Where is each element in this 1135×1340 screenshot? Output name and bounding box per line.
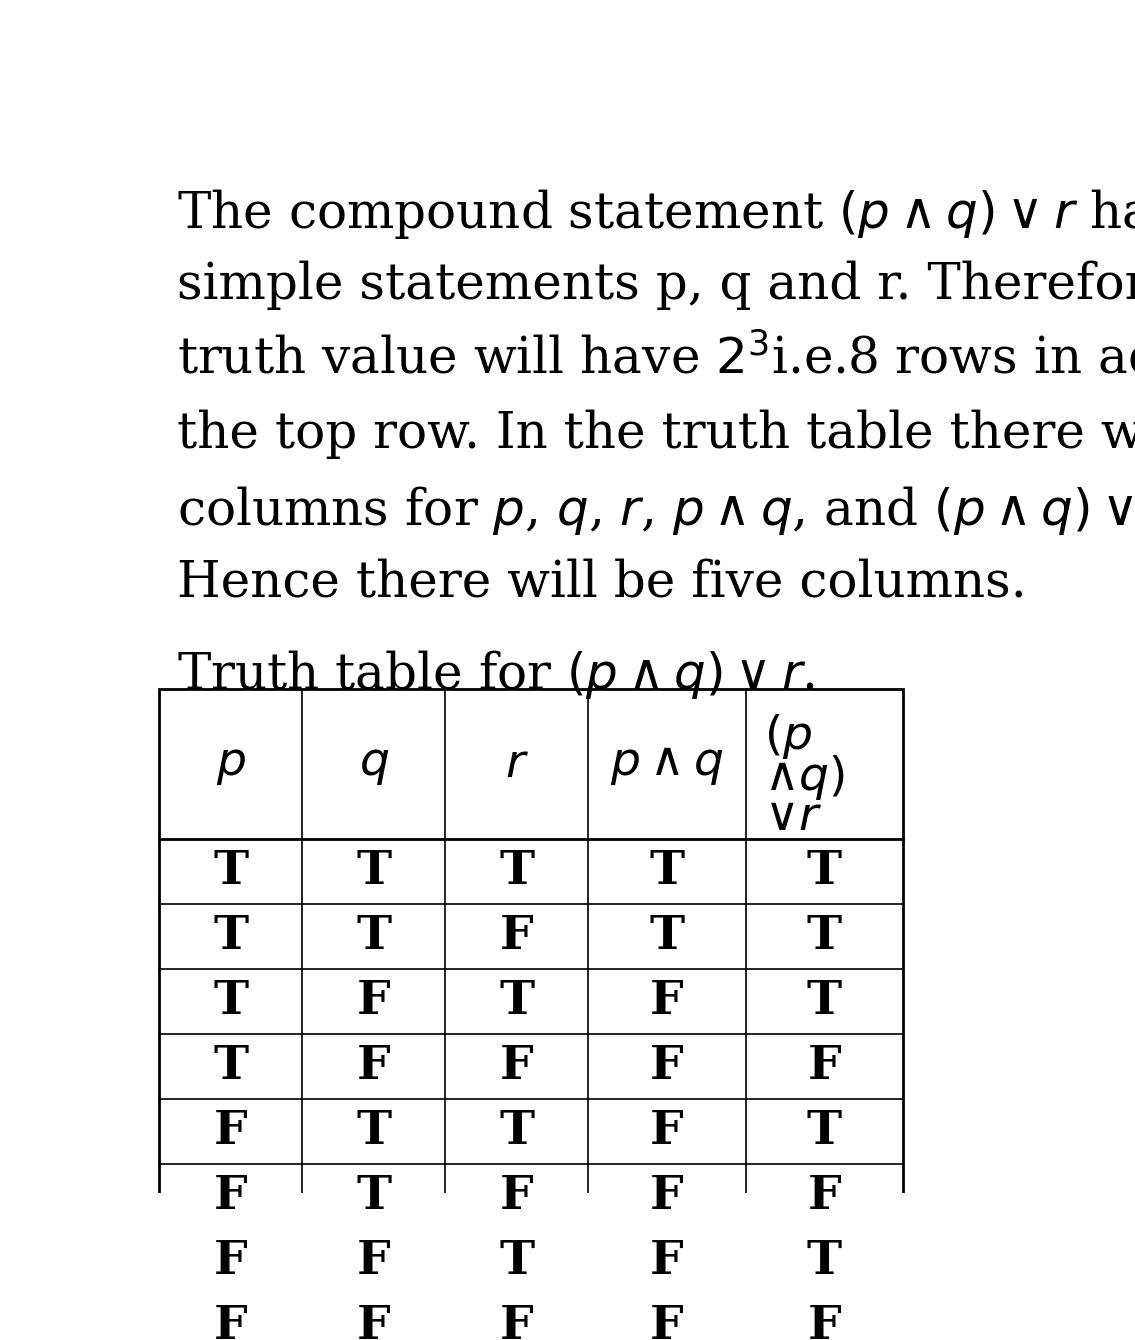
Text: $\vee r$: $\vee r$ xyxy=(764,795,823,840)
Text: T: T xyxy=(356,913,392,959)
Text: T: T xyxy=(807,978,842,1024)
Text: T: T xyxy=(356,848,392,894)
Text: F: F xyxy=(650,1044,683,1089)
Text: T: T xyxy=(499,978,535,1024)
Text: columns for $p$, $q$, $r$, $p \wedge q$, and $(p \wedge q) \vee r$.: columns for $p$, $q$, $r$, $p \wedge q$,… xyxy=(177,484,1135,537)
Text: $\wedge q)$: $\wedge q)$ xyxy=(764,753,846,803)
Text: F: F xyxy=(501,1304,533,1340)
Text: $r$: $r$ xyxy=(505,741,529,787)
Text: F: F xyxy=(501,913,533,959)
Text: F: F xyxy=(501,1174,533,1219)
Text: $q$: $q$ xyxy=(359,741,389,787)
Text: Truth table for $(p \wedge q) \vee r$.: Truth table for $(p \wedge q) \vee r$. xyxy=(177,647,815,701)
Text: $p \wedge q$: $p \wedge q$ xyxy=(611,741,724,787)
Text: F: F xyxy=(650,1238,683,1284)
Text: T: T xyxy=(213,1044,249,1089)
Text: T: T xyxy=(807,1108,842,1154)
Text: F: F xyxy=(358,1238,390,1284)
Text: F: F xyxy=(501,1044,533,1089)
Text: F: F xyxy=(358,978,390,1024)
Text: simple statements p, q and r. Therefore, the: simple statements p, q and r. Therefore,… xyxy=(177,261,1135,311)
Text: T: T xyxy=(649,913,684,959)
Text: T: T xyxy=(213,848,249,894)
Text: Hence there will be five columns.: Hence there will be five columns. xyxy=(177,557,1027,607)
Text: T: T xyxy=(213,978,249,1024)
Text: T: T xyxy=(356,1108,392,1154)
Text: T: T xyxy=(807,1238,842,1284)
Bar xyxy=(159,689,902,1340)
Text: F: F xyxy=(650,1174,683,1219)
Text: The compound statement $(p \wedge q) \vee r$ has three: The compound statement $(p \wedge q) \ve… xyxy=(177,186,1135,241)
Text: F: F xyxy=(215,1238,247,1284)
Text: F: F xyxy=(215,1108,247,1154)
Text: truth value will have $2^3$i.e.8 rows in addition to: truth value will have $2^3$i.e.8 rows in… xyxy=(177,335,1135,385)
Text: T: T xyxy=(807,913,842,959)
Text: F: F xyxy=(358,1304,390,1340)
Text: F: F xyxy=(650,1304,683,1340)
Text: T: T xyxy=(499,848,535,894)
Text: F: F xyxy=(807,1304,841,1340)
Text: $p$: $p$ xyxy=(216,741,246,787)
Text: T: T xyxy=(807,848,842,894)
Text: F: F xyxy=(807,1044,841,1089)
Text: T: T xyxy=(499,1108,535,1154)
Text: F: F xyxy=(358,1044,390,1089)
Text: F: F xyxy=(215,1304,247,1340)
Text: T: T xyxy=(649,848,684,894)
Text: the top row. In the truth table there will be: the top row. In the truth table there wi… xyxy=(177,410,1135,458)
Text: F: F xyxy=(807,1174,841,1219)
Text: T: T xyxy=(499,1238,535,1284)
Text: $(p$: $(p$ xyxy=(764,712,813,761)
Text: F: F xyxy=(650,978,683,1024)
Text: T: T xyxy=(356,1174,392,1219)
Text: T: T xyxy=(213,913,249,959)
Text: F: F xyxy=(650,1108,683,1154)
Text: F: F xyxy=(215,1174,247,1219)
